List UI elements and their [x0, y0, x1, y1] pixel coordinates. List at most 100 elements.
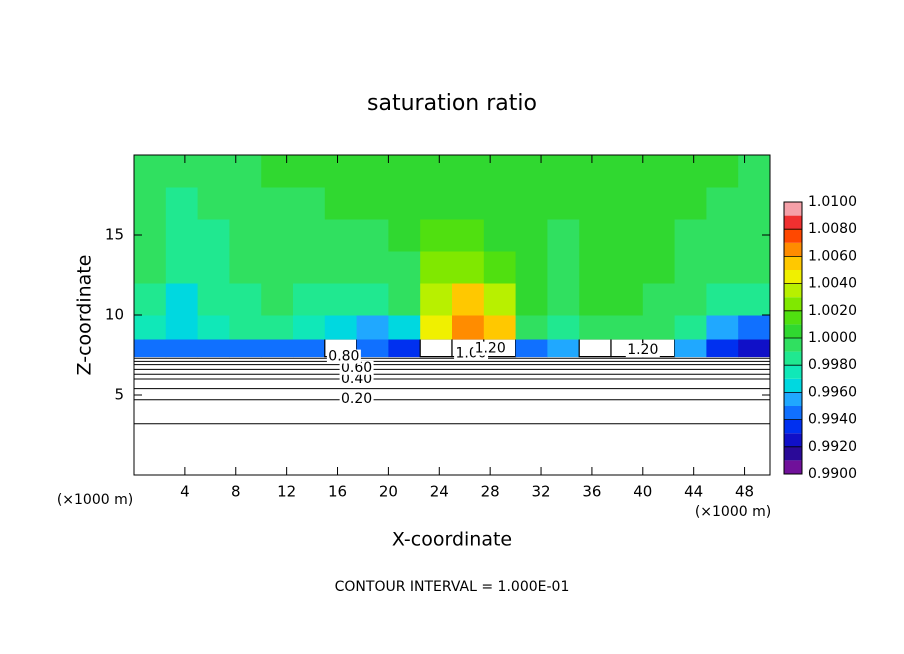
heatmap-cell	[452, 155, 485, 188]
heatmap-cell	[419, 338, 453, 358]
heatmap-cell	[738, 155, 771, 188]
heatmap-cell	[420, 187, 453, 220]
heatmap-cell	[356, 315, 389, 340]
colorbar-tick-label: 1.0060	[808, 248, 857, 264]
heatmap-cell	[738, 379, 771, 476]
heatmap-cell	[356, 187, 389, 220]
heatmap-cell	[261, 283, 294, 316]
colorbar-swatch	[784, 406, 802, 420]
heatmap-cell	[452, 315, 485, 340]
heatmap-cell	[515, 155, 548, 188]
heatmap-cell	[642, 155, 676, 188]
heatmap-cell	[642, 219, 676, 252]
colorbar-tick-label: 0.9900	[808, 466, 857, 482]
heatmap-cell	[165, 251, 199, 284]
heatmap-cell	[134, 283, 167, 316]
heatmap-cell	[515, 251, 548, 284]
heatmap-cell	[356, 155, 389, 188]
x-tick-label: 20	[379, 483, 398, 501]
heatmap-cell	[706, 187, 739, 220]
heatmap-cell	[611, 315, 644, 340]
heatmap-cell	[324, 219, 358, 252]
heatmap-cell	[229, 219, 262, 252]
heatmap-cell	[197, 187, 230, 220]
heatmap-cell	[515, 283, 548, 316]
contour-label: 1.20	[475, 341, 506, 357]
x-tick-label: 44	[684, 483, 703, 501]
y-tick-label: 10	[105, 306, 124, 324]
heatmap-cell	[674, 251, 707, 284]
heatmap-cell	[642, 379, 676, 476]
heatmap-cell	[706, 283, 739, 316]
heatmap-cell	[674, 356, 707, 380]
heatmap-cell	[674, 219, 707, 252]
heatmap-cell	[293, 219, 326, 252]
chart-title: saturation ratio	[367, 91, 537, 116]
heatmap-cell	[197, 379, 230, 476]
heatmap-cell	[420, 155, 453, 188]
heatmap-cell	[356, 283, 389, 316]
colorbar-tick-label: 1.0080	[808, 221, 857, 237]
heatmap-cell	[229, 187, 262, 220]
heatmap-cell	[611, 379, 644, 476]
heatmap-cell	[452, 219, 485, 252]
x-tick-label: 16	[328, 483, 347, 501]
heatmap-cell	[579, 283, 612, 316]
heatmap-cell	[420, 219, 453, 252]
heatmap-cell	[134, 339, 167, 358]
heatmap-cell	[738, 251, 771, 284]
heatmap-cell	[165, 219, 199, 252]
heatmap-cell	[356, 219, 389, 252]
heatmap-cell	[261, 379, 294, 476]
heatmap-cell	[738, 283, 771, 316]
heatmap-cell	[420, 315, 453, 340]
contour-label-bg	[339, 372, 374, 386]
heatmap-cell	[134, 356, 167, 380]
heatmap-cell	[547, 219, 580, 252]
heatmap-cell	[642, 251, 676, 284]
heatmap-cell	[293, 315, 326, 340]
heatmap-cell	[388, 379, 421, 476]
heatmap-cell	[197, 356, 230, 380]
colorbar-tick-label: 1.0040	[808, 276, 857, 292]
heatmap-cell	[674, 315, 707, 340]
heatmap-cell	[515, 187, 548, 220]
heatmap-cell	[579, 356, 612, 380]
contour-label: 0.40	[341, 371, 372, 387]
heatmap-cell	[388, 251, 421, 284]
heatmap-cell	[547, 283, 580, 316]
heatmap-cell	[515, 315, 548, 340]
contour-label: 0.20	[341, 391, 372, 407]
heatmap-cell	[674, 283, 707, 316]
heatmap-cell	[420, 251, 453, 284]
colorbar-tick-label: 1.0100	[808, 194, 857, 210]
heatmap-cell	[515, 379, 548, 476]
heatmap-cell	[197, 339, 230, 358]
heatmap-cell	[452, 379, 485, 476]
heatmap-cell	[229, 356, 262, 380]
colorbar-swatch	[784, 283, 802, 298]
heatmap-cell	[706, 155, 739, 188]
heatmap-cell	[611, 155, 644, 188]
heatmap-cell	[547, 187, 580, 220]
contour-label-bg	[625, 343, 660, 358]
heatmap-cell	[547, 339, 580, 358]
heatmap-cell	[611, 187, 644, 220]
heatmap-cell	[515, 356, 548, 380]
heatmap-cell	[738, 356, 771, 380]
heatmap-cell	[611, 219, 644, 252]
heatmap-cell	[165, 315, 199, 340]
colorbar-swatch	[784, 433, 802, 447]
heatmap-cell	[579, 187, 612, 220]
heatmap-cell	[483, 315, 517, 340]
heatmap-cell	[515, 219, 548, 252]
heatmap-cell	[388, 356, 421, 380]
colorbar-swatch	[784, 229, 802, 243]
heatmap-cell	[165, 187, 199, 220]
heatmap-cell	[483, 251, 517, 284]
heatmap-cell	[611, 283, 644, 316]
heatmap-cell	[420, 379, 453, 476]
heatmap-cell	[293, 155, 326, 188]
heatmap-cell	[738, 315, 771, 340]
heatmap-cell	[134, 379, 167, 476]
